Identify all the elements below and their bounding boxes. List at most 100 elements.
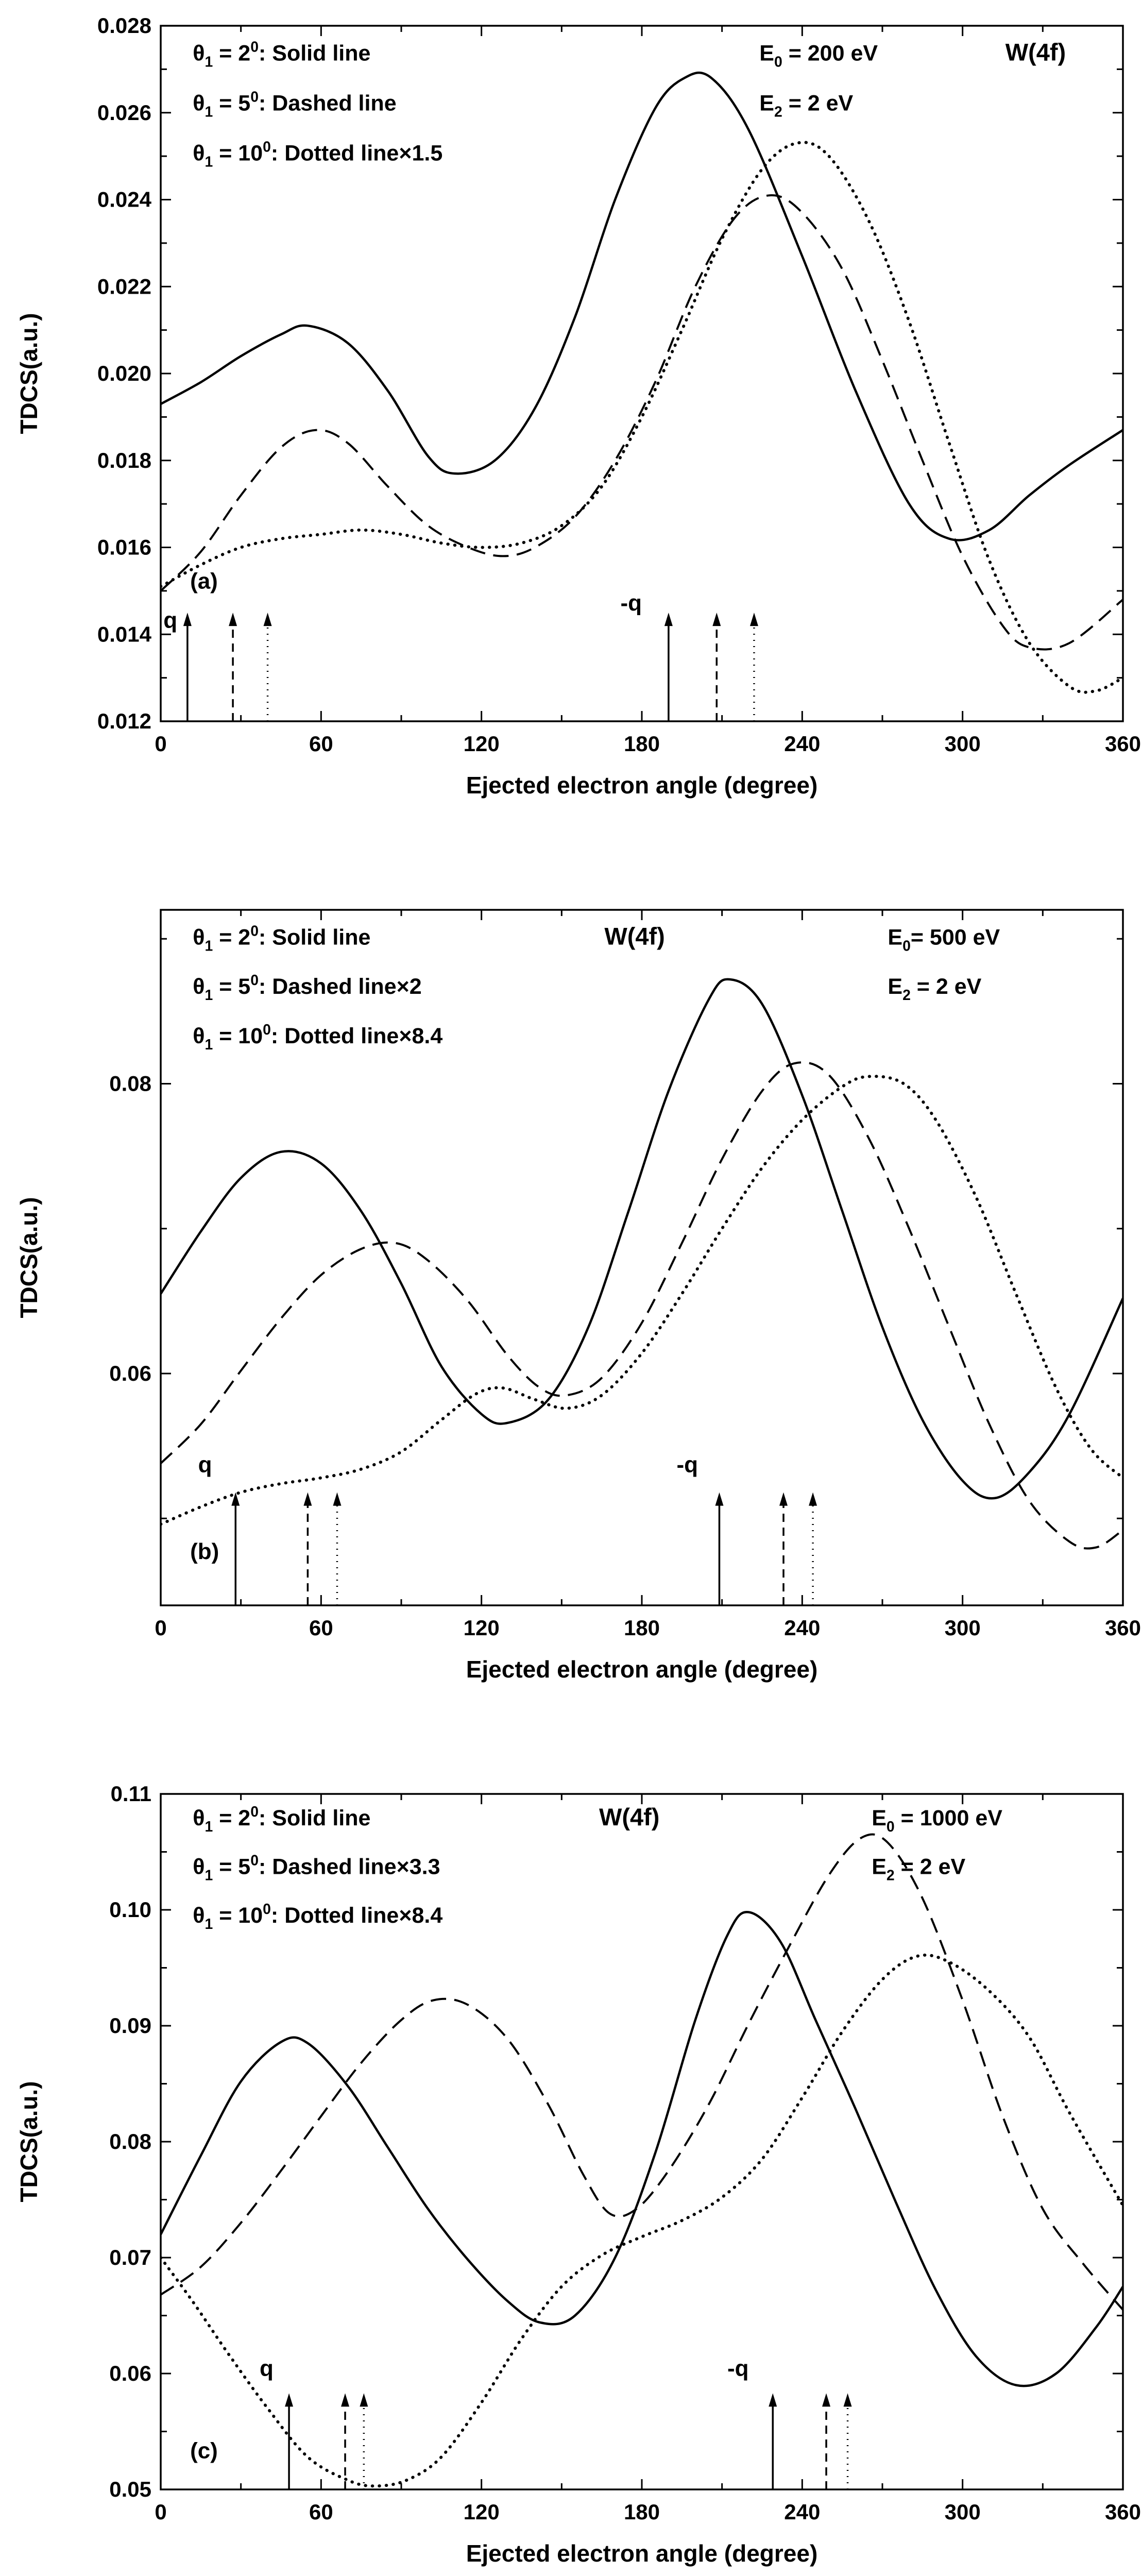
x-tick-label: 180	[624, 1616, 660, 1640]
y-tick-label: 0.11	[111, 1782, 151, 1806]
x-tick-label: 240	[784, 732, 820, 756]
legend-line: θ1 = 20: Solid line	[193, 923, 370, 955]
axis-box	[160, 25, 1124, 722]
arrowhead-icon	[229, 613, 237, 626]
x-tick-label: 240	[784, 2500, 820, 2524]
momentum-label: -q	[620, 590, 642, 616]
momentum-label: q	[260, 2356, 274, 2381]
y-tick-label: 0.018	[97, 448, 151, 472]
legend-line: θ1 = 100: Dotted line×8.4	[193, 1901, 442, 1933]
x-tick-label: 180	[624, 732, 660, 756]
momentum-label: q	[163, 608, 177, 633]
arrowhead-icon	[303, 1492, 312, 1506]
arrowhead-icon	[712, 613, 721, 626]
arrowhead-icon	[231, 1492, 240, 1506]
solid-curve	[161, 71, 1123, 541]
dotted-curve	[161, 1953, 1123, 2488]
system-label: W(4f)	[1005, 39, 1066, 66]
arrowhead-icon	[263, 613, 272, 626]
y-axis-title: TDCS(a.u.)	[15, 2081, 42, 2202]
arrowhead-icon	[360, 2393, 368, 2407]
y-tick-label: 0.07	[109, 2245, 151, 2269]
y-tick-label: 0.10	[109, 1897, 151, 1922]
legend-line: θ1 = 100: Dotted line×8.4	[193, 1022, 442, 1053]
x-tick-label: 300	[945, 732, 981, 756]
panel-letter: (b)	[190, 1539, 219, 1564]
x-axis-title: Ejected electron angle (degree)	[466, 1656, 818, 1683]
panel-letter: (c)	[190, 2438, 218, 2463]
energy-label: E2 = 2 eV	[759, 91, 853, 121]
y-axis-title: TDCS(a.u.)	[15, 313, 42, 434]
momentum-label: q	[198, 1452, 212, 1477]
x-tick-label: 0	[155, 732, 166, 756]
x-tick-label: 60	[309, 2500, 333, 2524]
x-tick-label: 120	[464, 1616, 500, 1640]
y-tick-label: 0.012	[97, 709, 151, 733]
ticks-group	[160, 910, 1124, 1605]
arrowhead-icon	[333, 1492, 342, 1506]
y-tick-label: 0.06	[109, 2361, 151, 2385]
plot-panel-c: 0.05 0.06 0.07 0.08 0.09 0.10 0.11 0 60 120 180 240…	[15, 1782, 1141, 2567]
y-tick-label: 0.06	[109, 1361, 151, 1385]
y-tick-label: 0.028	[97, 13, 151, 38]
y-tick-label: 0.05	[109, 2477, 151, 2501]
arrowhead-icon	[715, 1492, 724, 1506]
solid-curve	[161, 978, 1123, 1500]
y-tick-label: 0.020	[97, 361, 151, 385]
curves-group	[161, 978, 1123, 1550]
y-axis-title: TDCS(a.u.)	[15, 1197, 42, 1318]
arrowhead-icon	[779, 1492, 788, 1506]
x-tick-label: 360	[1105, 732, 1141, 756]
dashed-curve	[161, 1833, 1123, 2311]
dotted-curve	[161, 141, 1123, 694]
legend-line: θ1 = 50: Dashed line	[193, 89, 396, 121]
axis-box	[160, 1793, 1124, 2490]
x-tick-label: 120	[464, 2500, 500, 2524]
y-tick-label: 0.016	[97, 535, 151, 560]
x-tick-label: 240	[784, 1616, 820, 1640]
momentum-arrows-group	[183, 613, 758, 721]
dashed-curve	[161, 194, 1123, 651]
arrowhead-icon	[822, 2393, 831, 2407]
legend-line: θ1 = 20: Solid line	[193, 39, 370, 71]
energy-label: E0= 500 eV	[888, 925, 1000, 955]
momentum-arrows-group	[231, 1492, 817, 1605]
legend-line: θ1 = 50: Dashed line×3.3	[193, 1852, 440, 1884]
x-tick-label: 180	[624, 2500, 660, 2524]
ticks-group	[160, 1793, 1124, 2490]
plot-panel-b: 0.06 0.08 0 60 120 180 240 300 360 Ejected electr…	[15, 909, 1141, 1683]
arrowhead-icon	[183, 613, 192, 626]
y-tick-label: 0.014	[97, 622, 152, 646]
curves-group	[161, 1833, 1123, 2488]
x-tick-label: 0	[155, 2500, 166, 2524]
curves-group	[161, 71, 1123, 694]
panel-letter: (a)	[190, 569, 218, 594]
solid-curve	[161, 1911, 1123, 2387]
legend-line: θ1 = 20: Solid line	[193, 1804, 370, 1835]
y-tick-label: 0.08	[109, 1072, 151, 1096]
y-tick-label: 0.08	[109, 2129, 151, 2154]
energy-label: E2 = 2 eV	[888, 974, 981, 1004]
arrowhead-icon	[769, 2393, 777, 2407]
y-tick-label: 0.024	[97, 188, 152, 212]
x-axis-title: Ejected electron angle (degree)	[466, 2540, 818, 2567]
x-axis-title: Ejected electron angle (degree)	[466, 772, 818, 799]
momentum-arrows-group	[285, 2393, 852, 2489]
x-tick-label: 60	[309, 732, 333, 756]
energy-label: E2 = 2 eV	[872, 1854, 965, 1884]
dotted-curve	[161, 1075, 1123, 1526]
arrowhead-icon	[749, 613, 758, 626]
system-label: W(4f)	[599, 1803, 659, 1831]
arrowhead-icon	[285, 2393, 294, 2407]
momentum-label: -q	[727, 2356, 749, 2381]
x-tick-label: 300	[945, 2500, 981, 2524]
system-label: W(4f)	[604, 923, 664, 950]
x-tick-label: 360	[1105, 2500, 1141, 2524]
x-tick-label: 0	[155, 1616, 166, 1640]
plot-panel-a: 0.012 0.014 0.016 0.018 0.020 0.022 0.024 0.026…	[15, 13, 1141, 799]
dashed-curve	[161, 1061, 1123, 1550]
y-tick-label: 0.09	[109, 2013, 151, 2038]
legend-line: θ1 = 100: Dotted line×1.5	[193, 139, 442, 171]
x-tick-label: 60	[309, 1616, 333, 1640]
ticks-group	[160, 25, 1124, 722]
